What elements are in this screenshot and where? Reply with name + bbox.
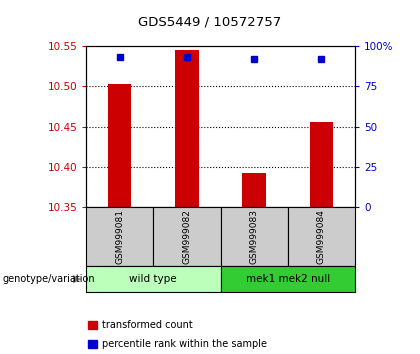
Text: GDS5449 / 10572757: GDS5449 / 10572757: [138, 16, 282, 29]
Bar: [310, 122, 333, 207]
Text: wild type: wild type: [129, 274, 177, 284]
Text: GSM999081: GSM999081: [115, 209, 124, 264]
Text: transformed count: transformed count: [102, 320, 192, 330]
Bar: [175, 50, 199, 207]
Text: GSM999083: GSM999083: [249, 209, 259, 264]
Text: genotype/variation: genotype/variation: [2, 274, 95, 284]
Text: ▶: ▶: [74, 274, 82, 284]
Bar: [242, 173, 266, 207]
Text: percentile rank within the sample: percentile rank within the sample: [102, 339, 267, 349]
Text: GSM999082: GSM999082: [182, 209, 192, 264]
Bar: [108, 84, 131, 207]
Text: GSM999084: GSM999084: [317, 209, 326, 264]
Text: mek1 mek2 null: mek1 mek2 null: [246, 274, 330, 284]
